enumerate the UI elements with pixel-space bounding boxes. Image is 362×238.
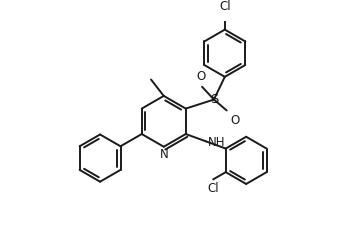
Text: Cl: Cl: [207, 182, 219, 195]
Text: NH: NH: [207, 136, 225, 149]
Text: O: O: [230, 114, 240, 127]
Text: S: S: [210, 93, 218, 106]
Text: O: O: [197, 70, 206, 83]
Text: N: N: [159, 148, 168, 161]
Text: Cl: Cl: [219, 0, 231, 13]
